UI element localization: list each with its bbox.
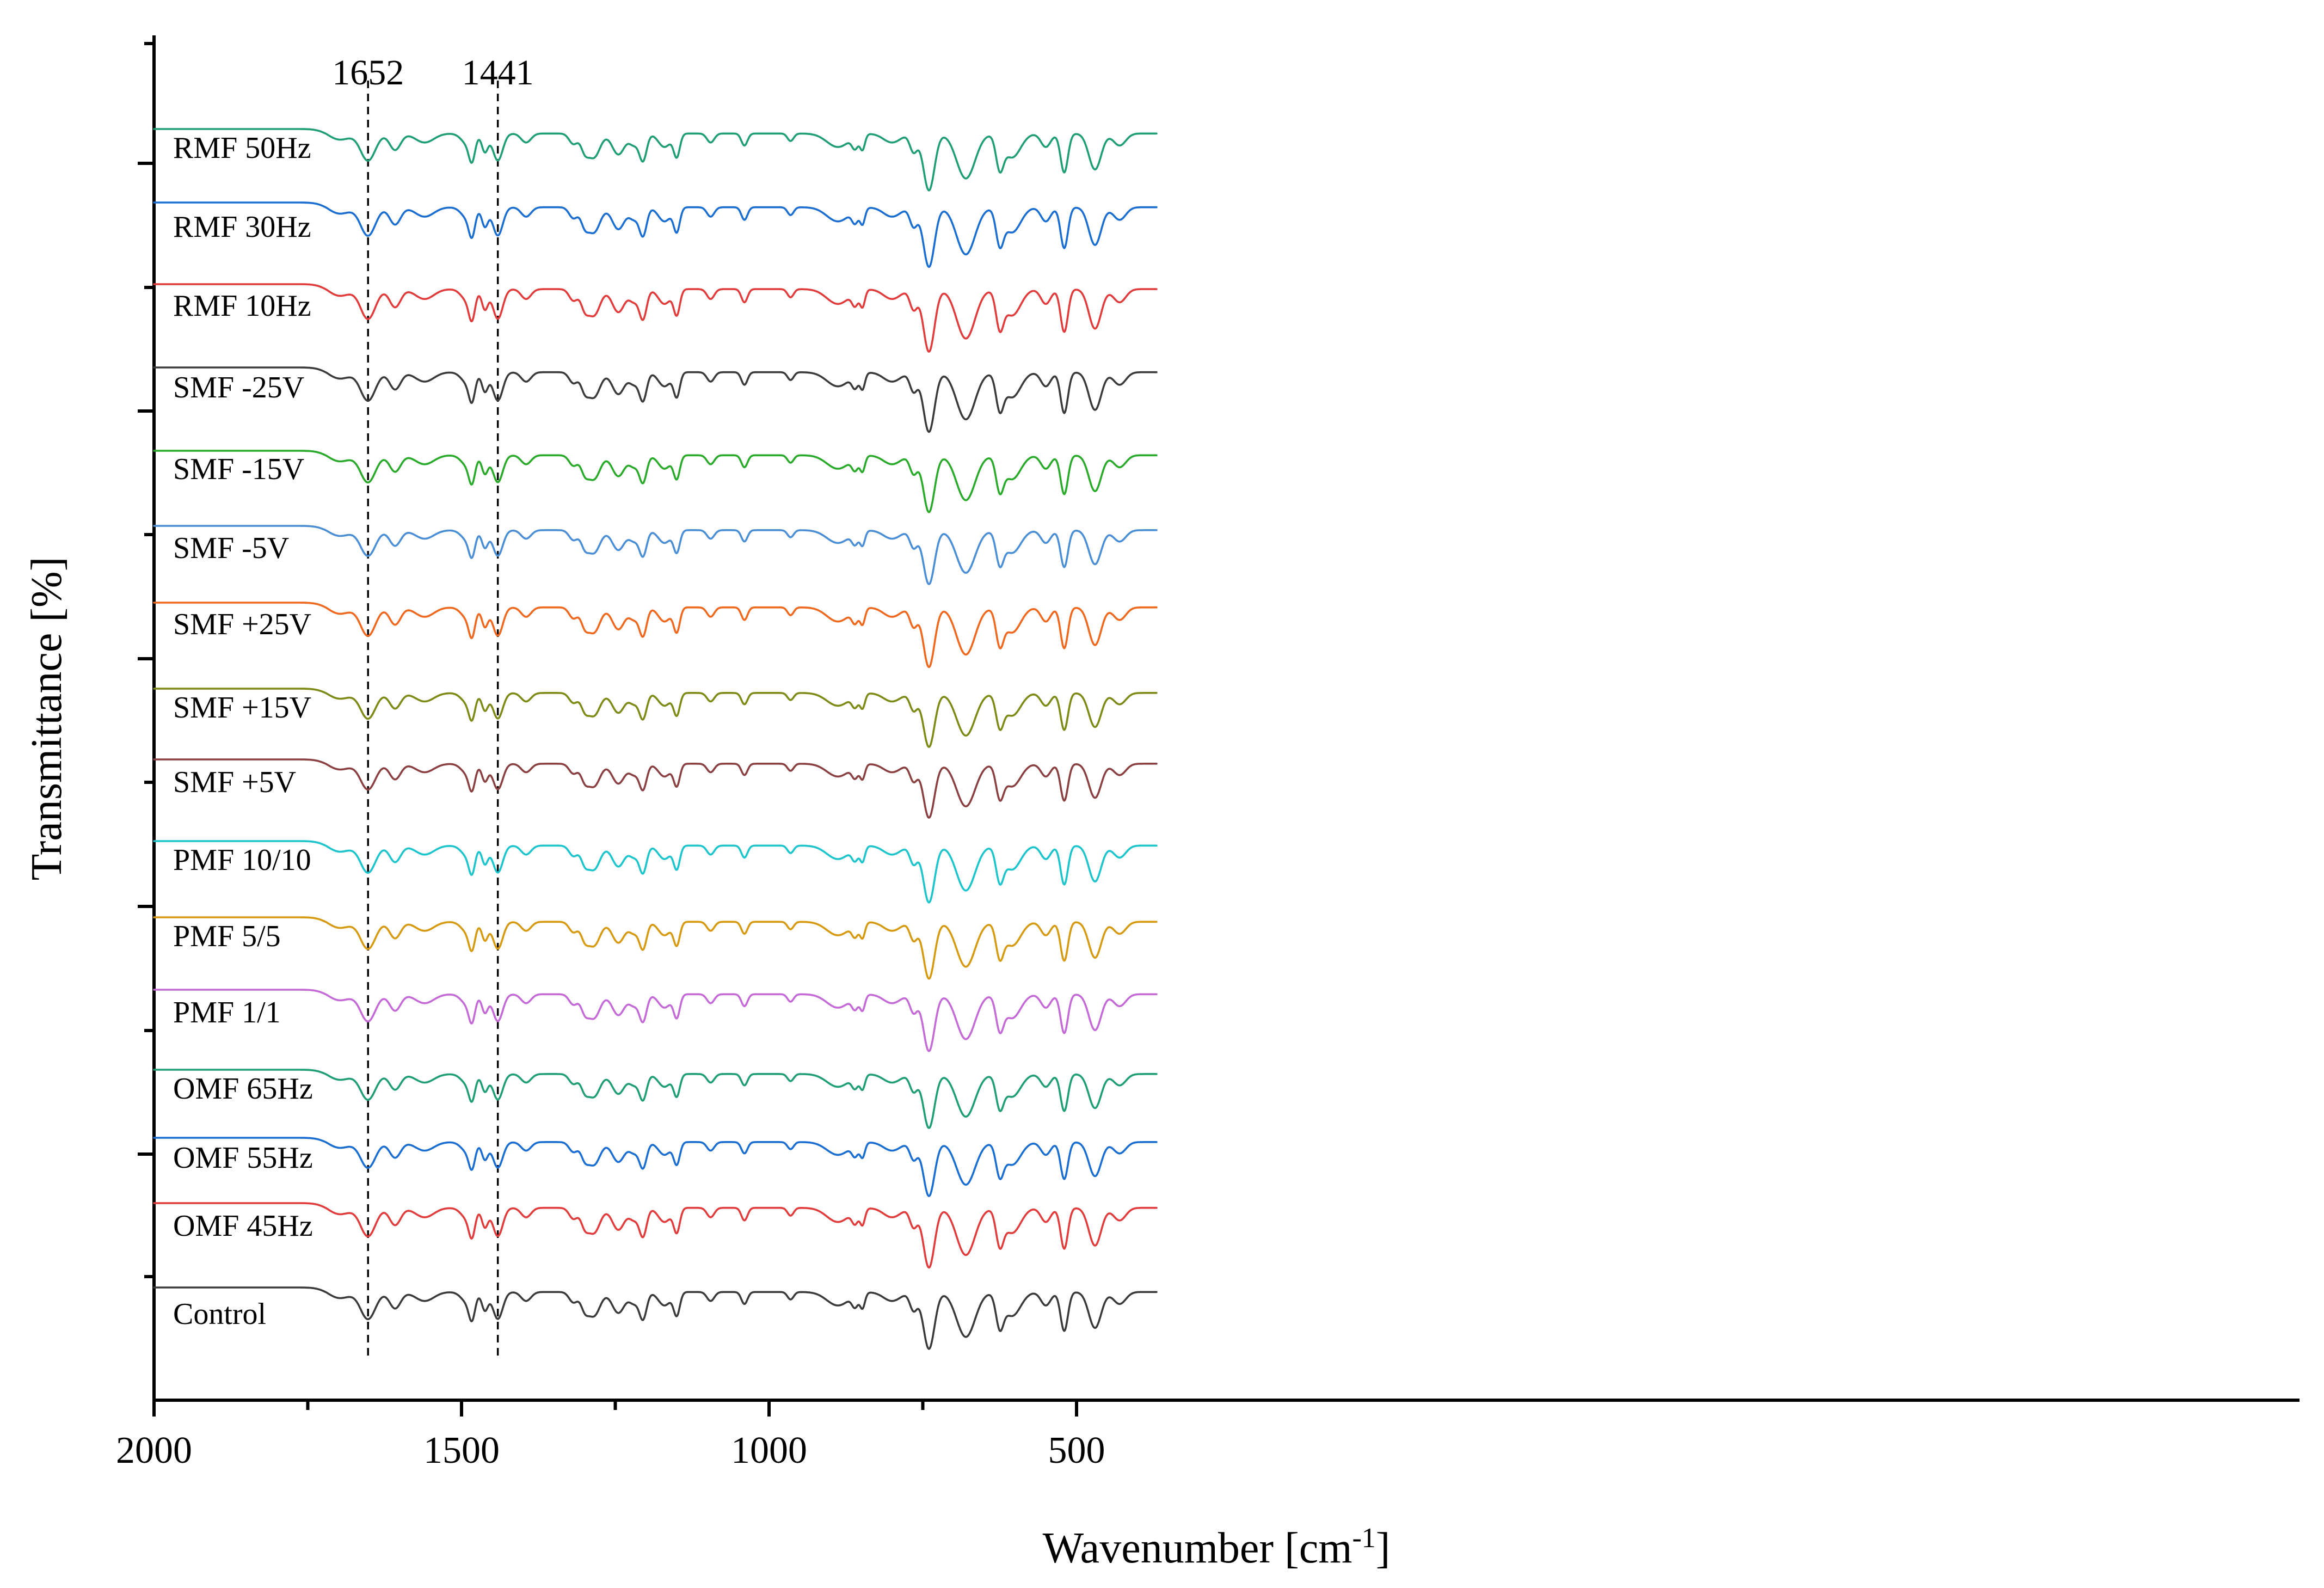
series-label: RMF 10Hz [173,289,311,323]
x-tick-label: 2000 [116,1430,192,1471]
spectrum-line [153,1137,1158,1197]
spectrum-line [153,688,1158,748]
series-label: SMF -5V [173,531,289,565]
series-label: RMF 30Hz [173,210,311,244]
series-label: SMF +15V [173,691,311,725]
spectrum-line [153,525,1158,585]
band-marker-label: 1652 [332,53,404,93]
spectrum-line [153,201,1158,268]
x-tick-label: 1500 [423,1430,500,1471]
series-label: PMF 10/10 [173,843,311,877]
x-axis-title: Wavenumber [cm-1] [1043,1523,1391,1573]
series-label: PMF 5/5 [173,919,281,953]
series-label: SMF -25V [173,371,304,404]
y-axis-title: Transmittance [%] [23,557,71,881]
x-tick-label: 1000 [731,1430,807,1471]
x-tick-label: 500 [1048,1430,1105,1471]
spectrum-line [153,602,1158,669]
series-label: SMF +25V [173,608,311,641]
spectrum-line [153,128,1158,192]
series-label: SMF -15V [173,452,304,486]
series-label: PMF 1/1 [173,996,281,1029]
spectrum-line [153,450,1158,513]
spectrum-line [153,283,1158,353]
band-marker-label: 1441 [462,53,534,93]
spectrum-line [153,1202,1158,1269]
spectrum-line [153,989,1158,1052]
x-axis-tick-labels: 2000 1500 1000 500 [116,1430,1105,1471]
spectrum-line [153,366,1158,433]
spectra-series [153,128,1158,1350]
axes: 2000 1500 1000 500 [116,35,2300,1471]
spectrum-line [153,1286,1158,1350]
x-axis-ticks [152,1400,1078,1417]
spectrum-line [153,840,1158,904]
series-labels: RMF 50Hz RMF 30Hz RMF 10Hz SMF -25V SMF -15V… [173,131,313,1331]
spectrum-line [153,758,1158,819]
series-label: SMF +5V [173,765,296,799]
series-label: OMF 45Hz [173,1209,313,1243]
series-label: Control [173,1297,266,1331]
series-label: RMF 50Hz [173,131,311,165]
x-axis-title-superscript: -1 [1352,1523,1375,1554]
y-axis-ticks [138,42,154,1278]
band-markers: 1652 1441 [332,53,534,1358]
series-label: OMF 55Hz [173,1141,313,1175]
series-label: OMF 65Hz [173,1072,313,1106]
spectrum-line [153,916,1158,980]
spectrum-line [153,1069,1158,1129]
